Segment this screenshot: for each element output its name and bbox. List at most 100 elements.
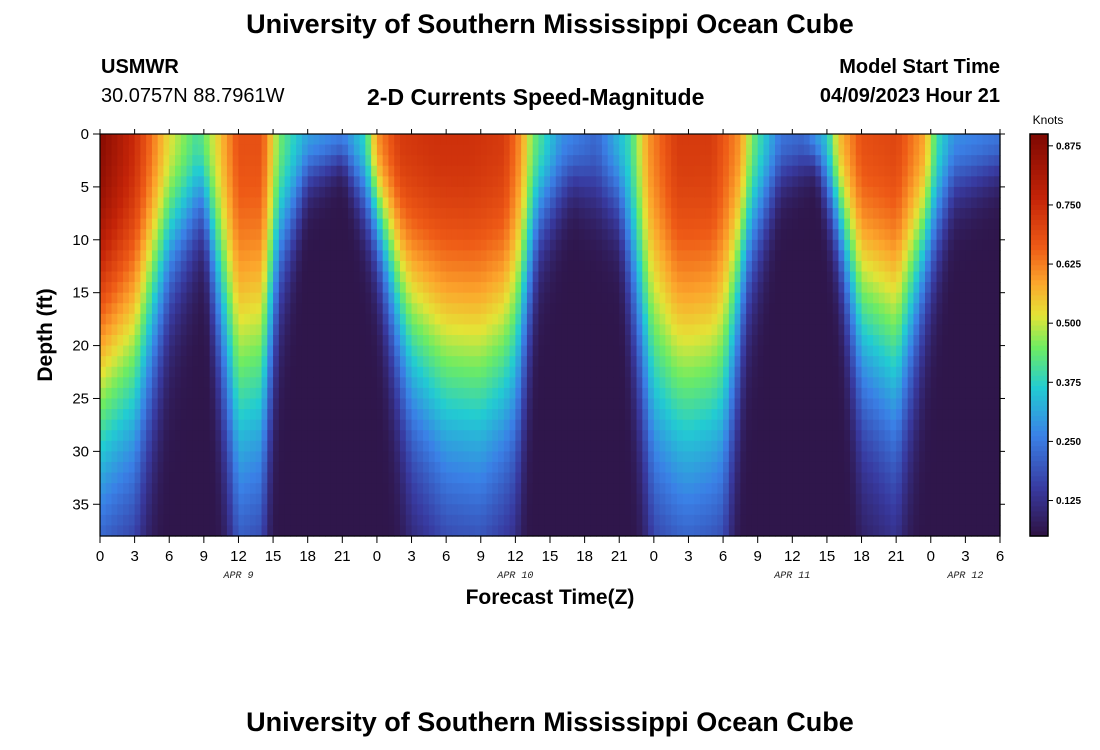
heatmap-cell <box>826 451 834 463</box>
heatmap-cell <box>388 250 395 262</box>
heatmap-cell <box>625 461 632 474</box>
heatmap-cell <box>198 493 205 505</box>
plot-title: 2-D Currents Speed-Magnitude <box>367 84 705 110</box>
heatmap-cell <box>278 155 286 167</box>
heatmap-cell <box>601 398 609 410</box>
heatmap-cell <box>457 239 465 251</box>
heatmap-cell <box>584 504 591 516</box>
heatmap-cell <box>423 208 430 220</box>
heatmap-cell <box>648 218 655 230</box>
heatmap-cell <box>480 461 488 474</box>
heatmap-cell <box>117 451 124 463</box>
heatmap-cell <box>278 313 286 326</box>
heatmap-cell <box>215 430 222 442</box>
heatmap-cell <box>786 419 793 431</box>
heatmap-cell <box>128 514 136 527</box>
heatmap-cell <box>619 197 626 209</box>
heatmap-cell <box>486 345 493 357</box>
heatmap-cell <box>250 271 257 283</box>
heatmap-cell <box>221 398 228 410</box>
heatmap-cell <box>521 430 528 442</box>
heatmap-cell <box>532 409 540 421</box>
heatmap-cell <box>330 239 338 251</box>
heatmap-cell <box>855 218 863 230</box>
heatmap-cell <box>509 483 516 495</box>
heatmap-cell <box>336 451 343 463</box>
heatmap-cell <box>550 303 557 315</box>
heatmap-cell <box>809 387 816 400</box>
heatmap-cell <box>521 504 528 516</box>
heatmap-cell <box>290 144 297 156</box>
heatmap-cell <box>532 419 540 431</box>
heatmap-cell <box>169 197 176 209</box>
heatmap-cell <box>798 514 805 527</box>
heatmap-cell <box>798 292 805 304</box>
heatmap-cell <box>584 335 591 347</box>
heatmap-cell <box>613 387 620 400</box>
heatmap-cell <box>307 313 315 326</box>
heatmap-cell <box>359 324 366 336</box>
heatmap-cell <box>486 260 493 273</box>
heatmap-cell <box>653 440 661 452</box>
heatmap-cell <box>809 313 816 326</box>
heatmap-cell <box>607 239 615 251</box>
heatmap-cell <box>832 229 840 241</box>
heatmap-cell <box>209 440 216 452</box>
heatmap-cell <box>388 398 395 410</box>
heatmap-cell <box>117 303 124 315</box>
heatmap-cell <box>728 208 736 220</box>
heatmap-cell <box>740 409 747 421</box>
heatmap-cell <box>601 419 609 431</box>
heatmap-cell <box>723 356 730 368</box>
heatmap-cell <box>694 208 701 220</box>
heatmap-cell <box>700 335 707 347</box>
heatmap-cell <box>365 239 372 251</box>
heatmap-cell <box>550 218 557 230</box>
heatmap-cell <box>676 525 684 537</box>
heatmap-cell <box>140 514 147 527</box>
heatmap-cell <box>567 165 574 177</box>
heatmap-cell <box>457 292 465 304</box>
heatmap-cell <box>521 155 528 167</box>
heatmap-cell <box>498 335 505 347</box>
heatmap-cell <box>261 229 268 241</box>
heatmap-cell <box>117 472 124 484</box>
heatmap-cell <box>215 292 222 304</box>
heatmap-cell <box>267 430 274 442</box>
heatmap-cell <box>353 292 361 304</box>
heatmap-cell <box>457 271 465 283</box>
heatmap-cell <box>353 176 361 188</box>
heatmap-cell <box>434 313 441 326</box>
heatmap-cell <box>671 483 678 495</box>
heatmap-cell <box>751 155 759 167</box>
heatmap-cell <box>815 292 822 304</box>
heatmap-cell <box>734 504 741 516</box>
heatmap-cell <box>555 134 563 146</box>
heatmap-cell <box>826 483 834 495</box>
heatmap-cell <box>630 472 638 484</box>
heatmap-cell <box>821 260 828 273</box>
heatmap-cell <box>567 377 574 389</box>
heatmap-cell <box>723 335 730 347</box>
heatmap-cell <box>255 493 263 505</box>
heatmap-cell <box>273 398 280 410</box>
heatmap-cell <box>330 324 338 336</box>
heatmap-cell <box>175 472 182 484</box>
heatmap-cell <box>780 239 788 251</box>
heatmap-cell <box>642 313 649 326</box>
heatmap-cell <box>278 493 286 505</box>
heatmap-cell <box>671 292 678 304</box>
heatmap-cell <box>775 186 782 199</box>
heatmap-cell <box>475 324 482 336</box>
heatmap-cell <box>561 303 568 315</box>
heatmap-cell <box>751 356 759 368</box>
heatmap-cell <box>723 271 730 283</box>
heatmap-cell <box>596 165 603 177</box>
heatmap-cell <box>711 313 718 326</box>
heatmap-cell <box>451 239 459 251</box>
heatmap-cell <box>803 208 811 220</box>
heatmap-cell <box>688 356 695 368</box>
heatmap-cell <box>711 514 718 527</box>
heatmap-cell <box>163 472 170 484</box>
heatmap-cell <box>607 504 615 516</box>
